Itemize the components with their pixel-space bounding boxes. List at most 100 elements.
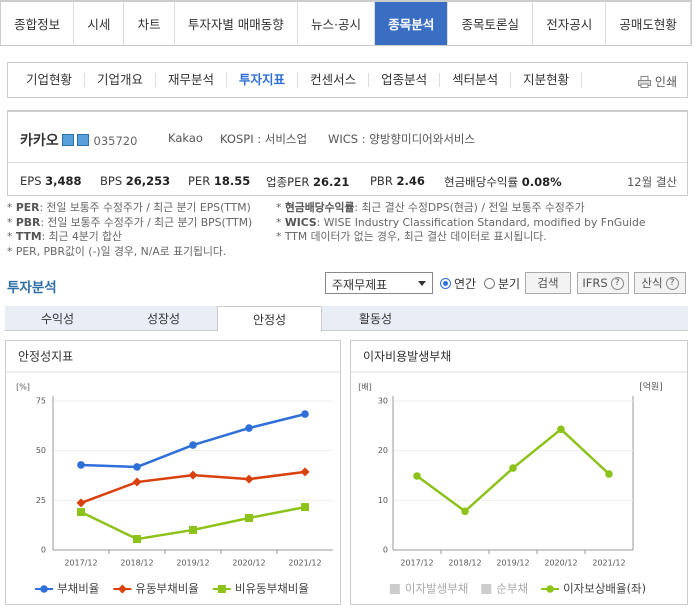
y-tick-label: 0: [41, 546, 46, 555]
metric-label: 현금배당수익률: [444, 175, 519, 189]
data-point: [245, 424, 253, 432]
chart-title: 안정성지표: [18, 350, 73, 364]
legend-label: 이자보상배율(좌): [563, 582, 646, 596]
y-tick-label: 0: [383, 546, 388, 555]
legend-label: 부채비율: [57, 582, 99, 596]
analysis-tab[interactable]: 활동성: [358, 311, 393, 326]
main-tabs: 종합정보 시세 차트 투자자별 매매동향 뉴스·공시 종목분석 종목토론실 전자공시 공매도현황: [0, 0, 692, 46]
note: * 현금배당수익률: 최근 결산 수정DPS(현금) / 전일 보통주 수정주가: [276, 201, 646, 216]
sub-tab[interactable]: 컨센서스: [298, 73, 370, 87]
y-tick-label: 10: [378, 496, 388, 505]
sub-tab[interactable]: 기업현황: [14, 73, 86, 87]
metric: 업종PER 26.21: [266, 174, 349, 190]
note-bullet: *: [7, 244, 13, 258]
ifrs-button[interactable]: IFRS?: [577, 272, 629, 294]
x-tick-label: 2021/12: [288, 559, 321, 568]
series-line: [80, 505, 306, 541]
print-button[interactable]: 인쇄: [637, 73, 677, 90]
sub-tab[interactable]: 섹터분석: [440, 73, 512, 87]
company-code: 035720: [93, 134, 138, 148]
note-text: : 최근 4분기 합산: [41, 230, 122, 243]
radio[interactable]: 분기: [484, 275, 520, 292]
data-point: [133, 463, 141, 471]
company-box: 카카오 035720 Kakao KOSPI : 서비스업 WICS : 양방향…: [7, 110, 688, 196]
metric-value: 3,488: [45, 174, 82, 188]
analysis-tab[interactable]: 수익성: [40, 311, 75, 326]
metric: EPS 3,488: [20, 174, 82, 188]
y-tick-label: 25: [36, 496, 46, 505]
main-tab[interactable]: 뉴스·공시: [298, 2, 376, 45]
main-tab[interactable]: 전자공시: [533, 2, 607, 45]
sub-tab[interactable]: 지분현황: [511, 73, 583, 87]
print-label: 인쇄: [654, 75, 677, 89]
legend-label: 유동부채비율: [135, 582, 198, 596]
note-bullet: *: [276, 201, 282, 214]
main-tab[interactable]: 종합정보: [1, 2, 75, 45]
sub-tab[interactable]: 재무분석: [156, 73, 228, 87]
main-tab[interactable]: 종목분석: [375, 2, 449, 45]
metric-value: 18.55: [213, 174, 251, 188]
chart: 안정성지표 [%] 0 25 50 75 2017/12 2018/12 2019/12 2020…: [6, 350, 340, 596]
sub-tab[interactable]: 기업개요: [85, 73, 157, 87]
x-tick-label: 2017/12: [400, 559, 433, 568]
x-tick-label: 2017/12: [64, 559, 97, 568]
data-point: [76, 498, 86, 508]
note: * TTM: 최근 4분기 합산: [7, 230, 252, 245]
sub-tab[interactable]: 업종분석: [369, 73, 441, 87]
analysis-tab[interactable]: 안정성: [217, 306, 322, 332]
company-market: KOSPI : 서비스업: [220, 132, 308, 146]
main-tab[interactable]: 시세: [74, 2, 125, 45]
y-tick-label: 30: [378, 397, 388, 406]
x-tick-label: 2020/12: [232, 559, 265, 568]
help: ?: [665, 276, 679, 290]
y-tick-label: 20: [378, 446, 388, 455]
fiscal: 12월 결산: [626, 175, 677, 189]
select[interactable]: 주재무제표: [325, 272, 433, 294]
main-tab[interactable]: 투자자별 매매동향: [175, 2, 298, 45]
y-tick-label: 75: [36, 397, 46, 406]
print-icon: [637, 75, 651, 88]
formula-button[interactable]: 산식?: [634, 272, 686, 294]
metric: PER 18.55: [188, 174, 250, 188]
note: * PER: 전일 보통주 수정주가 / 최근 분기 EPS(TTM): [7, 201, 252, 216]
legend-marker: [117, 584, 127, 594]
sub-tab[interactable]: 투자지표: [227, 73, 299, 87]
x-tick-label: 2020/12: [544, 559, 577, 568]
main-tab[interactable]: 종목토론실: [448, 2, 534, 45]
sub-tabs: 기업현황 기업개요 재무분석 투자지표 컨센서스 업종분석 섹터분석 지분현황 인쇄: [7, 62, 688, 98]
note: * TTM 데이터가 없는 경우, 최근 결산 데이터로 표시됩니다.: [276, 230, 646, 245]
divider: [8, 162, 687, 163]
metric-value: 26.21: [313, 175, 350, 189]
data-point: [189, 441, 197, 449]
main-tab[interactable]: 차트: [124, 2, 175, 45]
data-point: [461, 507, 469, 516]
data-point: [301, 503, 309, 512]
note-term: TTM: [15, 230, 42, 243]
label: 산식: [641, 276, 663, 290]
help: ?: [610, 276, 624, 290]
icon[interactable]: [76, 134, 89, 146]
legend-marker: [217, 585, 226, 593]
notes-right: * 현금배당수익률: 최근 결산 수정DPS(현금) / 전일 보통주 수정주가…: [276, 201, 646, 245]
analysis-tab[interactable]: 성장성: [146, 311, 181, 326]
metric: 현금배당수익률 0.08%: [444, 174, 562, 190]
search-button[interactable]: 검색: [525, 272, 571, 294]
radio-dot: [440, 278, 451, 289]
note-text: : 전일 보통주 수정주가 / 최근 분기 EPS(TTM): [39, 201, 251, 214]
data-point: [133, 535, 141, 544]
metric-value: 26,253: [125, 174, 171, 188]
chart-title: 이자비용발생부채: [363, 350, 451, 364]
note-text: : 최근 결산 수정DPS(현금) / 전일 보통주 수정주가: [354, 201, 585, 214]
main-tab[interactable]: 공매도현황: [606, 2, 692, 45]
metric-label: EPS: [20, 174, 42, 188]
series-line: [80, 412, 306, 469]
company-wics: WICS : 양방향미디어와서비스: [328, 132, 476, 146]
chart-panel: 이자비용발생부채 [배] [억원] 0 10 20 30 2017/12 2018/12 2019…: [350, 340, 688, 605]
radio[interactable]: 연간: [440, 275, 476, 292]
data-point: [188, 470, 198, 480]
data-point: [300, 467, 310, 477]
metric-label: BPS: [100, 174, 123, 188]
icon[interactable]: [61, 134, 74, 146]
chart: 이자비용발생부채 [배] [억원] 0 10 20 30 2017/12 2018/12 2019…: [351, 350, 687, 596]
